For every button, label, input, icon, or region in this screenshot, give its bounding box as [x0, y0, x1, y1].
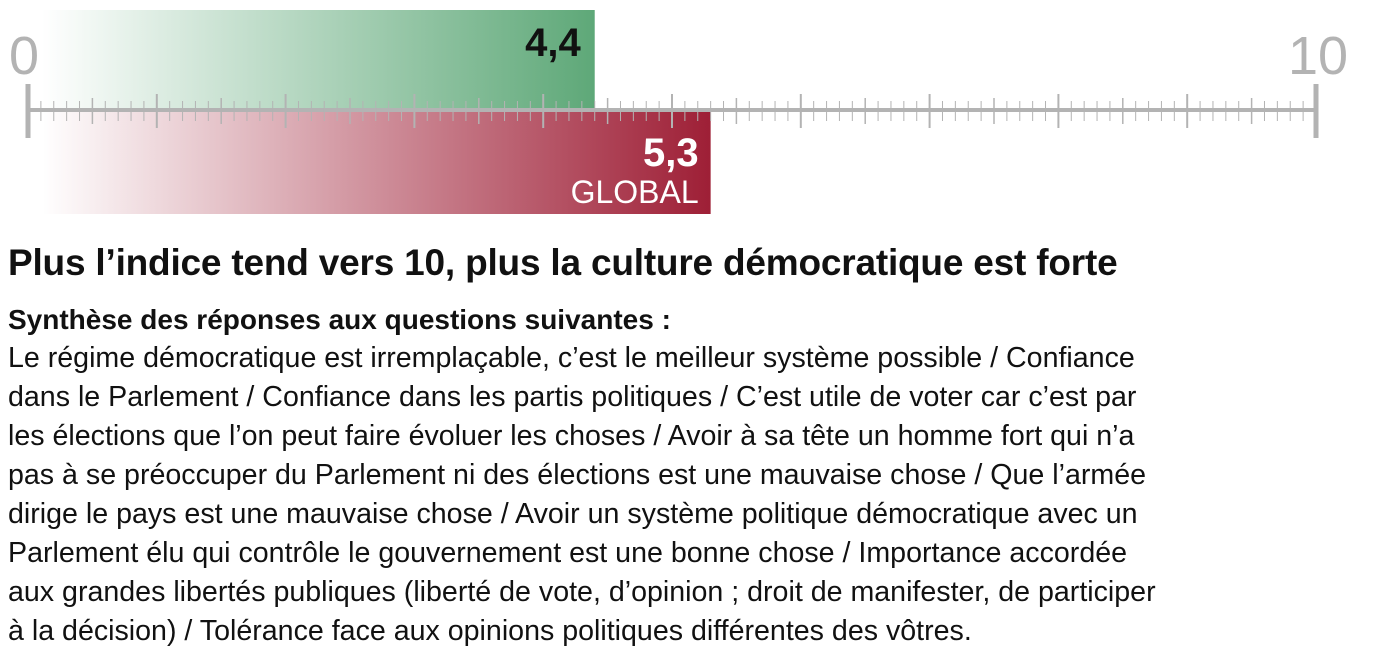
chart-subtitle: Synthèse des réponses aux questions suiv… — [8, 304, 671, 335]
axis-max-label: 10 — [1288, 26, 1348, 86]
question-line: aux grandes libertés publiques (liberté … — [8, 576, 1156, 608]
question-line: dans le Parlement / Confiance dans les p… — [8, 381, 1137, 413]
bar-4-4-label: 4,4 — [525, 21, 581, 65]
question-line: pas à se préoccuper du Parlement ni des … — [8, 459, 1147, 491]
axis-scale — [25, 84, 1319, 138]
question-line: Le régime démocratique est irremplaçable… — [8, 342, 1135, 374]
questions-list: Le régime démocratique est irremplaçable… — [8, 339, 1380, 651]
chart-title: Plus l’indice tend vers 10, plus la cult… — [8, 242, 1118, 283]
question-line: Parlement élu qui contrôle le gouverneme… — [8, 537, 1128, 569]
bar-global-label: GLOBAL — [571, 174, 699, 210]
bar-5-3-label: 5,3 — [643, 131, 699, 175]
question-line: dirige le pays est une mauvaise chose / … — [8, 498, 1138, 530]
bar-4-4 — [42, 10, 595, 110]
bar-5-3-global — [42, 110, 711, 214]
index-chart: 0 10 4,4 5,3 GLOBAL — [9, 10, 1348, 214]
question-line: à la décision) / Tolérance face aux opin… — [8, 615, 972, 647]
question-line: les élections que l’on peut faire évolue… — [8, 420, 1135, 452]
axis-min-label: 0 — [9, 26, 39, 86]
